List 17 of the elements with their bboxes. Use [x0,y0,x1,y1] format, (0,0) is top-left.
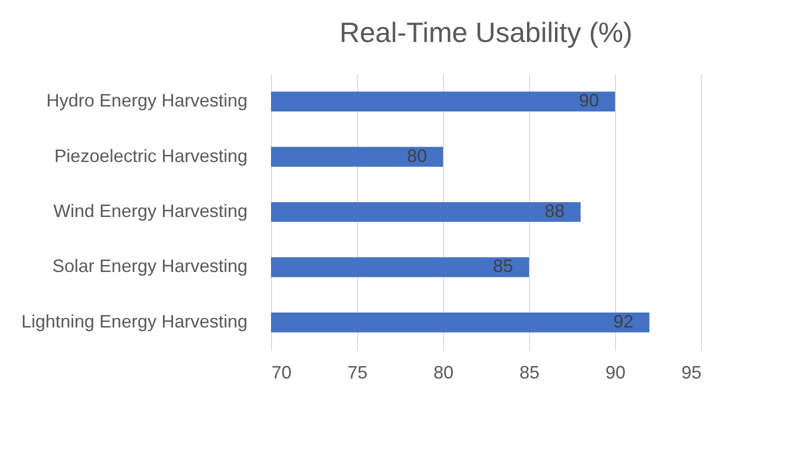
data-label: 88 [544,201,565,221]
x-tick-label: 95 [681,362,702,382]
chart-title: Real-Time Usability (%) [339,17,633,48]
y-tick-label: Piezoelectric Harvesting [54,146,248,166]
data-label: 80 [406,146,427,166]
y-tick-label: Wind Energy Harvesting [53,201,248,221]
x-tick-label: 80 [433,362,454,382]
x-tick-label: 70 [272,362,292,382]
data-label: 90 [578,90,599,111]
y-tick-label: Lightning Energy Harvesting [21,311,248,332]
y-tick-label: Hydro Energy Harvesting [46,90,248,111]
x-tick-label: 85 [519,362,540,382]
x-tick-label: 90 [605,362,626,382]
x-tick-label: 75 [347,362,368,382]
y-tick-label: Solar Energy Harvesting [52,256,248,276]
data-label: 85 [492,256,513,276]
data-label: 92 [613,311,634,332]
